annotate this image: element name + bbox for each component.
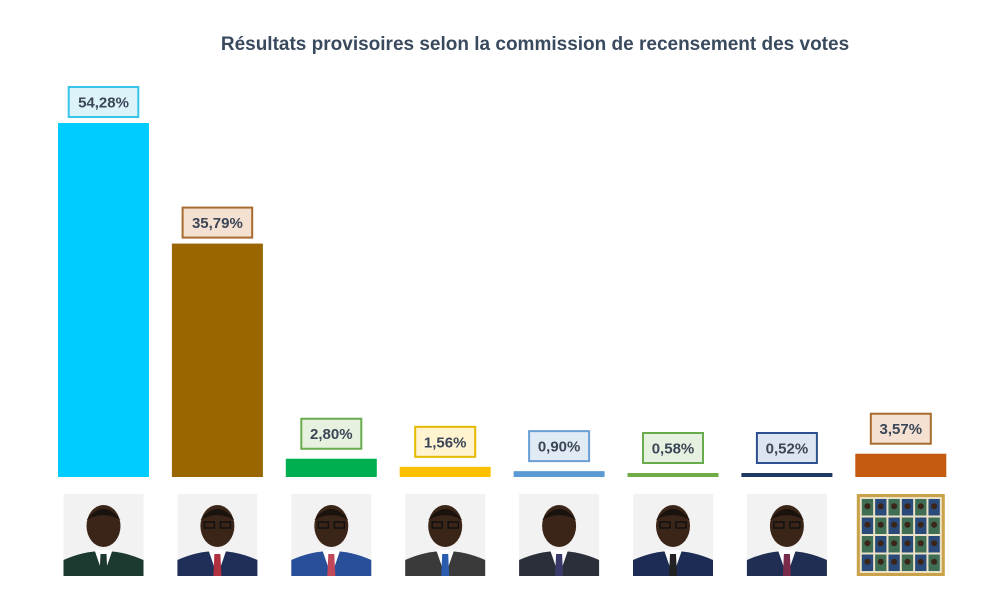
data-label-box [300, 417, 363, 450]
data-label-text: 2,80% [310, 426, 353, 443]
data-label-box [181, 206, 254, 239]
data-label-text: 0,90% [538, 439, 581, 456]
bar-6 [627, 473, 719, 477]
bar-7 [741, 473, 833, 477]
data-label-text: 3,57% [880, 421, 923, 438]
chart-title: Résultats provisoires selon la commissio… [220, 34, 850, 55]
data-label-text: 1,56% [424, 434, 467, 451]
candidate-photo-7 [746, 494, 827, 576]
data-label-box [642, 432, 704, 464]
data-label-box [414, 425, 477, 458]
candidate-photo-3 [291, 494, 372, 576]
candidate-photo-2 [177, 494, 258, 576]
data-label-8: 3,57% [869, 412, 932, 445]
bar-3 [285, 458, 377, 477]
data-label-5: 0,90% [528, 430, 591, 463]
data-label-3: 2,80% [300, 417, 363, 450]
bar-5 [513, 471, 605, 477]
bar-2 [171, 243, 263, 477]
bar-4 [399, 466, 491, 477]
candidate-photo-6 [633, 494, 713, 576]
data-label-text: 0,58% [652, 441, 695, 458]
data-label-box [755, 432, 818, 464]
data-label-box [67, 86, 140, 118]
candidate-photos-layer [63, 494, 945, 576]
data-label-text: 35,79% [192, 215, 243, 232]
bars-layer [58, 123, 947, 477]
data-label-text: 54,28% [78, 95, 129, 112]
data-label-2: 35,79% [181, 206, 254, 239]
candidate-photo-5 [519, 494, 600, 576]
data-label-box [869, 412, 932, 445]
bar-8 [855, 453, 947, 477]
data-labels-layer: 54,28% 35,79% 2,80% 1,56% 0,90% 0,58% 0,52% 3,5… [67, 86, 932, 464]
data-label-4: 1,56% [414, 425, 477, 458]
bar-1 [58, 123, 149, 477]
candidate-photo-8 [856, 494, 945, 576]
data-label-6: 0,58% [642, 432, 704, 464]
data-label-box [528, 430, 591, 463]
candidate-photo-4 [405, 494, 486, 576]
candidate-photo-1 [63, 494, 144, 576]
data-label-1: 54,28% [67, 86, 140, 118]
data-label-7: 0,52% [755, 432, 818, 464]
data-label-text: 0,52% [766, 441, 809, 458]
